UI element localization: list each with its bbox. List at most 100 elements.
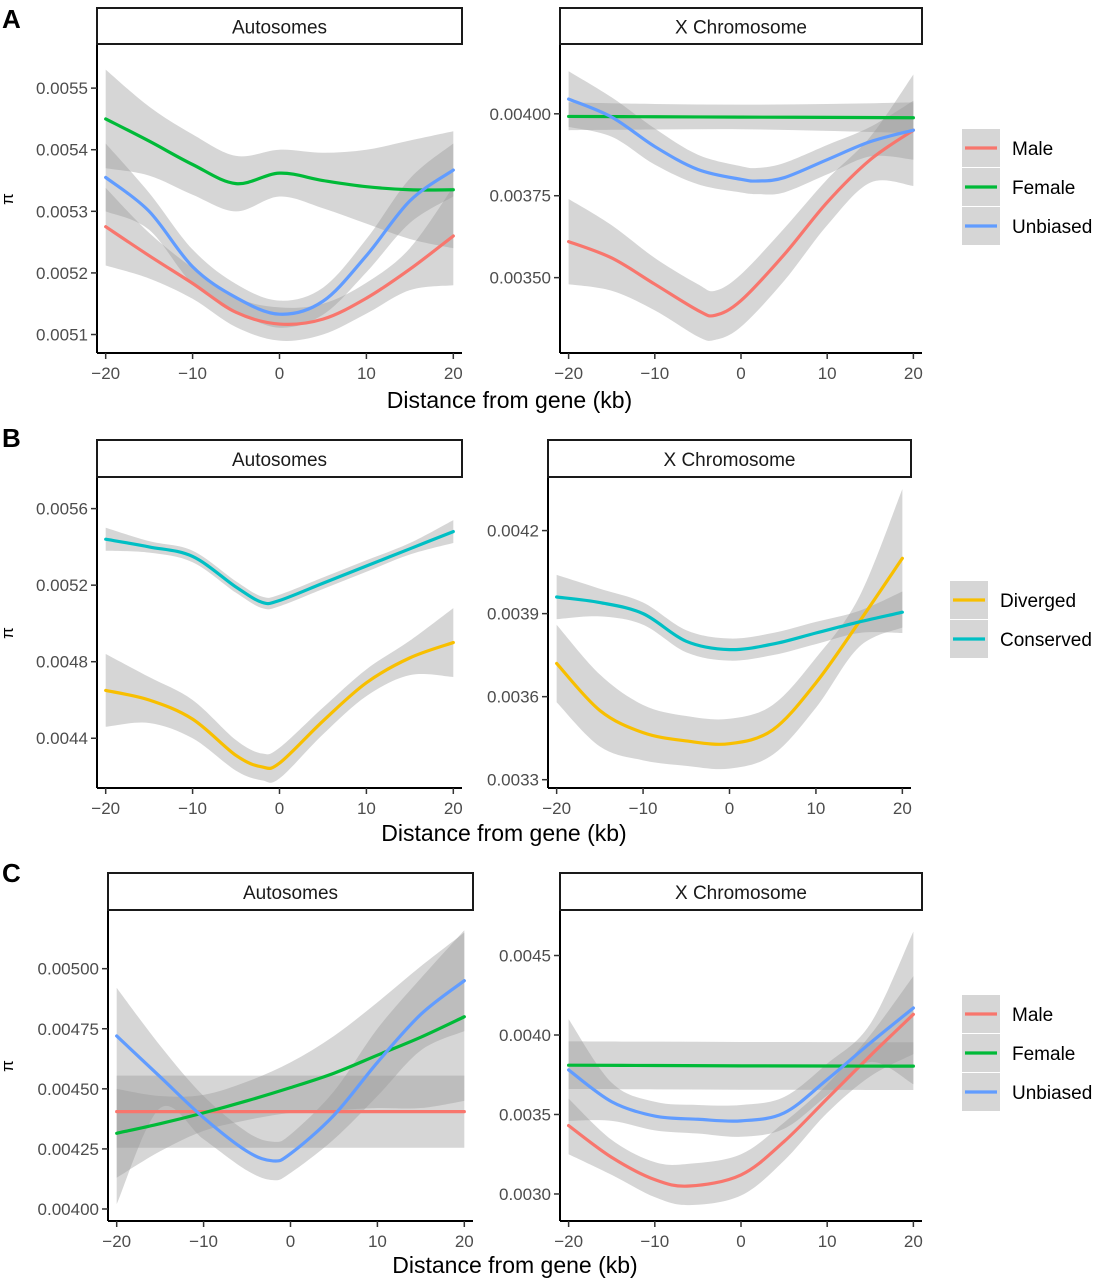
line-female xyxy=(115,1015,466,1135)
chart-b-autosomes: Autosomes 0.0044 0.0048 0.0052 0.0056 −20 −10 0… xyxy=(0,439,463,818)
x-axis-title: Distance from gene (kb) xyxy=(381,820,626,846)
line-unbiased xyxy=(567,97,915,183)
facet-strip-label: X Chromosome xyxy=(664,450,796,471)
legend-label-unbiased: Unbiased xyxy=(1012,217,1092,238)
x-tick-label: 20 xyxy=(904,1232,923,1251)
line-unbiased xyxy=(104,168,455,316)
y-tick-label: 0.0052 xyxy=(36,576,88,595)
y-tick-label: 0.0053 xyxy=(36,202,88,221)
x-tick-label: −10 xyxy=(189,1232,218,1251)
chart-b-x-chromosome: X Chromosome 0.0033 0.0036 0.0039 0.0042 −20 −… xyxy=(487,439,912,818)
ribbon-male xyxy=(105,186,454,341)
chart-a-x-chromosome: X Chromosome 0.00350 0.00375 0.00400 −20 −10 0… xyxy=(490,7,923,383)
ribbon-unbiased xyxy=(568,931,914,1137)
y-tick-label: 0.0033 xyxy=(487,771,539,790)
legend-row-b: Diverged Conserved xyxy=(950,581,1092,658)
facet-strip-label: X Chromosome xyxy=(675,18,807,39)
y-tick-label: 0.0035 xyxy=(499,1105,551,1124)
y-tick-label: 0.0030 xyxy=(499,1185,551,1204)
y-tick-label: 0.00450 xyxy=(38,1080,99,1099)
x-tick-label: 0 xyxy=(736,364,745,383)
line-unbiased xyxy=(115,979,466,1163)
y-tick-label: 0.0054 xyxy=(36,141,88,160)
x-tick-label: 0 xyxy=(275,799,284,818)
facet-strip xyxy=(96,439,463,478)
ribbon-unbiased xyxy=(568,71,914,195)
line-female xyxy=(567,114,915,120)
x-tick-label: −20 xyxy=(91,799,120,818)
line-diverged xyxy=(104,640,455,770)
plot-area xyxy=(104,69,455,341)
ribbon-male xyxy=(568,74,914,341)
line-female xyxy=(567,1063,915,1068)
x-tick-label: 20 xyxy=(455,1232,474,1251)
facet-strip xyxy=(96,7,463,45)
x-tick-label: 20 xyxy=(444,364,463,383)
ribbon-unbiased xyxy=(116,930,465,1205)
facet-strip-label: Autosomes xyxy=(232,450,327,471)
y-axis-title: π xyxy=(0,1060,17,1072)
facet-strip xyxy=(559,872,923,911)
y-axis-title: π xyxy=(0,193,17,205)
x-tick-label: 20 xyxy=(444,799,463,818)
y-tick-label: 0.0045 xyxy=(499,947,551,966)
chart-c-autosomes: Autosomes 0.00400 0.00425 0.00450 0.00475 0.0… xyxy=(0,872,474,1251)
ribbon-conserved xyxy=(556,574,903,661)
line-female xyxy=(104,117,455,192)
x-tick-label: −20 xyxy=(542,799,571,818)
x-tick-label: 10 xyxy=(818,364,837,383)
panel-tag-a: A xyxy=(2,4,21,34)
facet-strip xyxy=(107,872,474,911)
panel-tag-b: B xyxy=(2,423,21,453)
facet-strip-label: Autosomes xyxy=(243,883,338,904)
y-tick-label: 0.00400 xyxy=(38,1200,99,1219)
legend-label-male: Male xyxy=(1012,139,1053,160)
x-tick-label: −20 xyxy=(102,1232,131,1251)
legend-label-male: Male xyxy=(1012,1005,1053,1026)
x-axis-title: Distance from gene (kb) xyxy=(387,387,632,413)
x-tick-label: −10 xyxy=(629,799,658,818)
x-tick-label: −20 xyxy=(554,364,583,383)
x-tick-label: 10 xyxy=(806,799,825,818)
y-tick-label: 0.00400 xyxy=(490,105,551,124)
y-tick-label: 0.0042 xyxy=(487,522,539,541)
chart-c-x-chromosome: X Chromosome 0.0030 0.0035 0.0040 0.0045 −20 −… xyxy=(499,872,923,1251)
y-tick-label: 0.0039 xyxy=(487,605,539,624)
line-male xyxy=(567,1012,915,1188)
ribbon-conserved xyxy=(105,520,454,610)
line-diverged xyxy=(555,556,904,746)
x-tick-label: −20 xyxy=(91,364,120,383)
y-axis-title: π xyxy=(0,627,17,639)
plot-area xyxy=(555,489,904,770)
y-tick-label: 0.0055 xyxy=(36,79,88,98)
y-tick-label: 0.00475 xyxy=(38,1020,99,1039)
ribbon-diverged xyxy=(105,608,454,783)
y-tick-label: 0.0056 xyxy=(36,500,88,519)
plot-area xyxy=(567,931,915,1206)
x-tick-label: 0 xyxy=(736,1232,745,1251)
x-tick-label: 0 xyxy=(725,799,734,818)
y-tick-label: 0.0040 xyxy=(499,1026,551,1045)
y-tick-label: 0.00500 xyxy=(38,960,99,979)
ribbon-diverged xyxy=(556,489,903,770)
x-tick-label: 0 xyxy=(286,1232,295,1251)
ribbon-male xyxy=(568,976,914,1206)
legend-row-a: Male Female Unbiased xyxy=(962,129,1092,245)
facet-strip xyxy=(559,7,923,45)
line-male xyxy=(567,128,915,318)
x-tick-label: 10 xyxy=(818,1232,837,1251)
x-tick-label: −10 xyxy=(640,364,669,383)
x-tick-label: 0 xyxy=(275,364,284,383)
line-conserved xyxy=(104,529,455,606)
legend-label-female: Female xyxy=(1012,1044,1075,1065)
x-axis-title: Distance from gene (kb) xyxy=(392,1252,637,1278)
line-conserved xyxy=(555,595,904,652)
y-tick-label: 0.0044 xyxy=(36,729,88,748)
x-tick-label: 10 xyxy=(357,799,376,818)
y-tick-label: 0.0036 xyxy=(487,688,539,707)
panel-tag-c: C xyxy=(2,858,21,888)
legend-label-unbiased: Unbiased xyxy=(1012,1083,1092,1104)
legend-row-c: Male Female Unbiased xyxy=(962,995,1092,1111)
y-tick-label: 0.0051 xyxy=(36,326,88,345)
x-tick-label: −10 xyxy=(178,364,207,383)
